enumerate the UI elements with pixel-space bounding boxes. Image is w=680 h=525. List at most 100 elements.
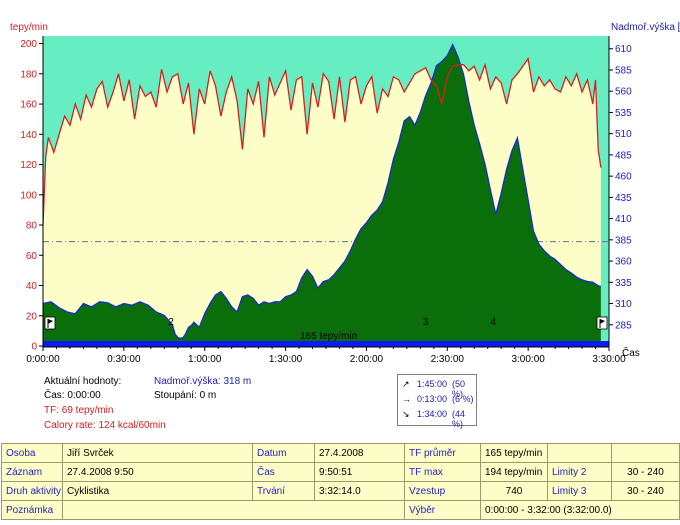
duration-value: 3:32:14.0 [314, 481, 405, 501]
altitude-line [42, 42, 602, 340]
y-left-tick-label: 100 [20, 190, 37, 201]
person-value: Jiří Svrček [62, 443, 253, 463]
y-right-tick-label: 385 [615, 235, 632, 246]
y-right-tick-label: 285 [615, 320, 632, 331]
x-tick-label: 2:30:00 [431, 354, 465, 365]
y-right-tick-label: 510 [615, 129, 632, 140]
y-right-tick-label: 410 [615, 214, 632, 225]
limits-1-value [611, 443, 680, 463]
y-right-tick-label: 335 [615, 278, 632, 289]
climb-readout: Stoupání: 0 m [154, 390, 217, 401]
y-left-tick-label: 40 [26, 281, 38, 292]
trend-flat-pct: (6 %) [452, 394, 474, 404]
arrow-up-right-icon: ↗ [402, 379, 410, 389]
x-tick-label: 2:00:00 [350, 354, 384, 365]
hr-average-label: 165 tepy/min [300, 331, 357, 342]
x-tick-label: 1:00:00 [188, 354, 222, 365]
x-tick-label: 1:30:00 [269, 354, 303, 365]
x-tick-label: 0:00:00 [26, 354, 60, 365]
heart-rate-line [42, 57, 602, 226]
person-label: Osoba [1, 443, 63, 463]
y-left-tick-label: 60 [26, 251, 38, 262]
activity-value: Cyklistika [62, 481, 253, 501]
summary-row: Poznámka Výběr 0:00:00 - 3:32:00 (3:32:0… [1, 500, 680, 520]
current-values-label: Aktuální hodnoty: [44, 376, 122, 387]
ascent-value: 740 [480, 481, 548, 501]
trend-row-flat: → 0:13:00 (6 %) [402, 394, 474, 404]
lap-marker-4[interactable]: 4 [490, 317, 496, 328]
date-value: 27.4.2008 [314, 443, 405, 463]
x-axis-label: Čas [622, 346, 640, 359]
summary-row: Osoba Jiří Svrček Datum 27.4.2008 TF prů… [1, 443, 680, 463]
record-label: Záznam [1, 462, 63, 482]
limits-2-label: Limity 2 [547, 462, 612, 482]
hr-readout: TF: 69 tepy/min [44, 405, 114, 416]
date-label: Datum [252, 443, 315, 463]
time-readout: Čas: 0:00:00 [44, 390, 101, 401]
trend-summary-box: ↗ 1:45:00 (50 %) → 0:13:00 (6 %) ↘ 1:34:… [397, 374, 477, 429]
limits-1-label [547, 443, 612, 463]
y-axis-left-label: tepy/min [10, 22, 48, 33]
altitude-area [43, 44, 601, 346]
lap-marker-3[interactable]: 3 [423, 317, 429, 328]
time-value: 9:50:51 [314, 462, 405, 482]
y-left-tick-label: 80 [26, 221, 38, 232]
x-tick-label: 0:30:00 [107, 354, 141, 365]
y-left-tick-label: 20 [26, 311, 38, 322]
trend-flat-time: 0:13:00 [417, 394, 448, 404]
selection-bar[interactable] [43, 341, 609, 347]
y-right-tick-label: 310 [615, 299, 632, 310]
hr-max-value: 194 tepy/min [480, 462, 548, 482]
hr-max-label: TF max [404, 462, 481, 482]
arrow-down-right-icon: ↘ [402, 409, 410, 419]
summary-row: Záznam 27.4.2008 9:50 Čas 9:50:51 TF max… [1, 462, 680, 482]
ascent-label: Vzestup [404, 481, 481, 501]
y-right-tick-label: 535 [615, 108, 632, 119]
flag-icon[interactable] [44, 316, 56, 330]
activity-label: Druh aktivity [1, 481, 63, 501]
y-right-tick-label: 610 [615, 44, 632, 55]
y-left-tick-label: 200 [20, 39, 37, 50]
y-right-tick-label: 485 [615, 150, 632, 161]
limits-2-value: 30 - 240 [611, 462, 680, 482]
note-label: Poznámka [1, 500, 63, 520]
y-right-tick-label: 360 [615, 257, 632, 268]
hr-avg-value: 165 tepy/min [480, 443, 548, 463]
y-left-tick-label: 120 [20, 160, 37, 171]
y-left-tick-label: 180 [20, 69, 37, 80]
altitude-readout: Nadmoř.výška: 318 m [154, 376, 252, 387]
summary-table: Osoba Jiří Svrček Datum 27.4.2008 TF prů… [1, 443, 680, 520]
y-right-tick-label: 585 [615, 65, 632, 76]
trend-down-pct: (44 %) [452, 409, 466, 429]
arrow-right-icon: → [402, 394, 411, 404]
selection-label: Výběr [404, 500, 481, 520]
summary-row: Druh aktivity Cyklistika Trvání 3:32:14.… [1, 481, 680, 501]
y-right-tick-label: 435 [615, 193, 632, 204]
trend-down-time: 1:34:00 [417, 409, 448, 419]
lap-marker-2[interactable]: 2 [168, 317, 174, 328]
trend-up-pct: (50 %) [452, 379, 466, 399]
y-left-tick-label: 160 [20, 100, 37, 111]
note-value[interactable] [62, 500, 405, 520]
limits-3-value: 30 - 240 [611, 481, 680, 501]
axes-group: 0 20 40 60 80 100 120 140 160 180 200 285 310 335 360 3… [20, 36, 632, 365]
y-right-tick-label: 460 [615, 172, 632, 183]
x-tick-label: 3:00:00 [511, 354, 545, 365]
selection-value: 0:00:00 - 3:32:00 (3:32:00.0) [480, 500, 680, 520]
hr-altitude-chart[interactable]: 0 20 40 60 80 100 120 140 160 180 200 285 310 335 360 3… [0, 0, 680, 372]
y-axis-right-label: Nadmoř.výška [m [611, 22, 680, 33]
calorie-readout: Calory rate: 124 kcal/60min [44, 420, 166, 431]
limits-3-label: Limity 3 [547, 481, 612, 501]
trend-row-down: ↘ 1:34:00 (44 %) [402, 409, 474, 429]
y-right-tick-label: 560 [615, 87, 632, 98]
y-left-tick-label: 140 [20, 130, 37, 141]
trend-up-time: 1:45:00 [417, 379, 448, 389]
time-label: Čas [252, 462, 315, 482]
trend-row-up: ↗ 1:45:00 (50 %) [402, 379, 474, 399]
hr-avg-label: TF průměr [404, 443, 481, 463]
x-tick-label: 3:30:00 [592, 354, 626, 365]
flag-icon[interactable] [596, 316, 608, 330]
record-value: 27.4.2008 9:50 [62, 462, 253, 482]
duration-label: Trvání [252, 481, 315, 501]
y-left-tick-label: 0 [31, 342, 37, 353]
